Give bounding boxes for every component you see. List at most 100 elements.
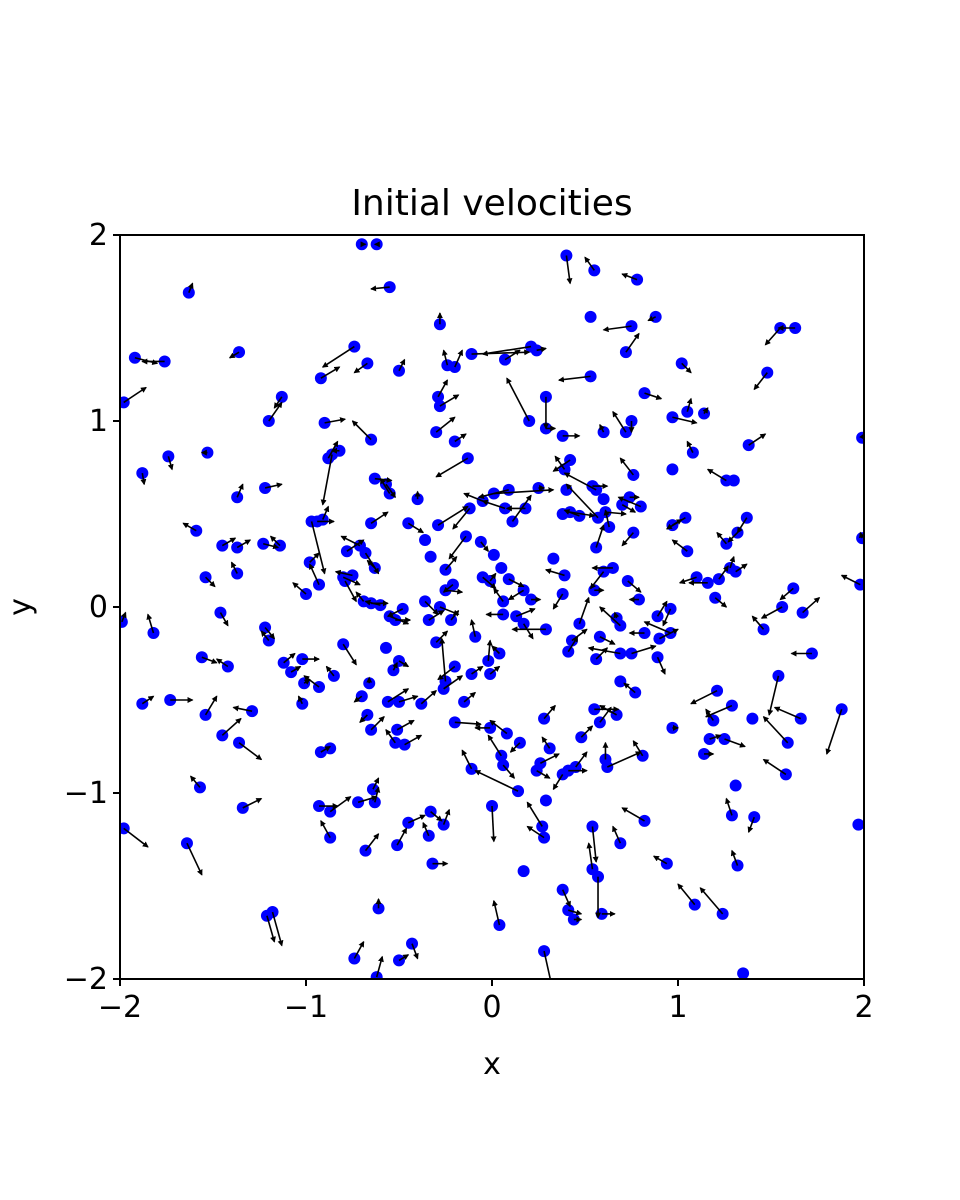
data-point	[487, 548, 500, 561]
velocity-arrow	[568, 909, 583, 916]
data-point	[584, 310, 597, 323]
velocity-arrow	[392, 661, 398, 671]
velocity-arrow	[398, 694, 419, 703]
velocity-arrow	[565, 483, 599, 519]
velocity-arrow	[370, 285, 390, 292]
velocity-arrow	[236, 483, 244, 498]
velocity-arrow	[325, 665, 335, 677]
velocity-arrow	[232, 705, 253, 712]
velocity-arrow	[736, 517, 748, 534]
velocity-arrow	[613, 611, 620, 619]
velocity-arrow	[454, 433, 467, 443]
velocity-arrow	[186, 842, 203, 876]
velocity-arrow	[760, 606, 783, 619]
velocity-arrow	[236, 539, 252, 549]
velocity-arrow	[342, 643, 357, 666]
velocity-arrow	[751, 615, 765, 630]
velocity-arrow	[508, 578, 525, 588]
velocity-arrow	[443, 675, 464, 690]
y-tick-label: −1	[64, 776, 108, 811]
velocity-arrow	[764, 327, 781, 346]
velocity-arrow	[182, 522, 197, 532]
velocity-arrow	[201, 656, 218, 664]
points-layer	[120, 238, 864, 979]
velocity-arrow	[489, 665, 501, 675]
data-point	[737, 967, 750, 979]
velocity-arrow	[578, 596, 590, 625]
velocity-arrow	[543, 950, 552, 979]
velocity-arrow	[621, 532, 634, 547]
velocity-arrow	[489, 719, 508, 735]
velocity-arrow	[167, 456, 174, 471]
velocity-arrow	[802, 597, 821, 614]
velocity-arrow	[486, 639, 493, 662]
data-point	[120, 615, 128, 628]
velocity-arrow	[563, 472, 597, 491]
velocity-arrow	[599, 704, 618, 716]
velocity-arrow	[591, 826, 599, 863]
velocity-arrow	[435, 630, 449, 643]
velocity-arrow	[677, 883, 696, 906]
velocity-arrow	[370, 716, 385, 731]
velocity-arrow	[504, 349, 521, 361]
velocity-arrow	[599, 636, 616, 645]
y-tick-label: 1	[89, 404, 108, 439]
y-tick-label: −2	[64, 962, 108, 997]
velocity-arrow	[437, 379, 449, 398]
velocity-arrow	[767, 675, 780, 716]
velocity-arrow	[617, 496, 642, 508]
velocity-arrow	[544, 568, 565, 577]
velocity-arrow	[621, 273, 638, 281]
velocity-arrow	[346, 539, 365, 552]
velocity-arrow	[718, 565, 729, 580]
velocity-arrow	[753, 372, 768, 391]
velocity-arrow	[386, 608, 404, 618]
velocity-arrow	[536, 769, 551, 779]
velocity-arrow	[747, 816, 756, 833]
data-point	[419, 534, 432, 547]
velocity-arrow	[422, 821, 430, 837]
velocity-arrow	[364, 833, 380, 852]
velocity-arrow	[502, 764, 515, 779]
velocity-arrow	[442, 808, 451, 825]
velocity-arrow	[264, 626, 276, 640]
x-tick-label: 0	[482, 990, 501, 1025]
velocity-arrow	[662, 608, 672, 627]
velocity-arrow	[454, 720, 482, 727]
velocity-arrow	[396, 827, 408, 846]
velocity-arrow	[355, 591, 365, 602]
velocity-arrow	[487, 734, 502, 757]
velocity-arrow	[428, 610, 445, 621]
velocity-arrow	[353, 695, 363, 703]
velocity-arrow	[840, 574, 861, 586]
velocity-arrow	[463, 492, 483, 502]
velocity-arrow	[672, 518, 683, 526]
velocity-arrow	[123, 386, 147, 404]
y-axis: −2 −1 0 1 2	[64, 218, 120, 997]
velocity-arrow	[441, 349, 449, 366]
data-point	[539, 794, 552, 807]
y-tick-label: 0	[89, 590, 108, 625]
velocity-arrow	[587, 645, 621, 655]
velocity-arrow	[385, 728, 396, 744]
velocity-arrow	[748, 433, 767, 446]
velocity-arrow	[552, 459, 571, 472]
velocity-arrow	[603, 509, 610, 528]
velocity-arrow	[215, 658, 229, 668]
velocity-arrow	[264, 482, 283, 489]
velocity-arrow	[238, 742, 263, 761]
velocity-arrow	[297, 695, 304, 705]
velocity-arrow	[461, 749, 473, 770]
velocity-arrow	[242, 797, 263, 809]
velocity-arrow	[334, 569, 353, 577]
velocity-arrow	[621, 504, 637, 513]
velocity-arrow	[364, 599, 381, 606]
velocity-arrow	[557, 375, 591, 383]
velocity-arrow	[204, 576, 216, 588]
data-point	[517, 865, 530, 878]
velocity-arrow	[643, 621, 671, 634]
velocity-arrow	[490, 805, 497, 843]
velocity-arrow	[507, 589, 525, 601]
x-tick-label: 1	[668, 990, 687, 1025]
velocity-arrow	[644, 392, 663, 400]
